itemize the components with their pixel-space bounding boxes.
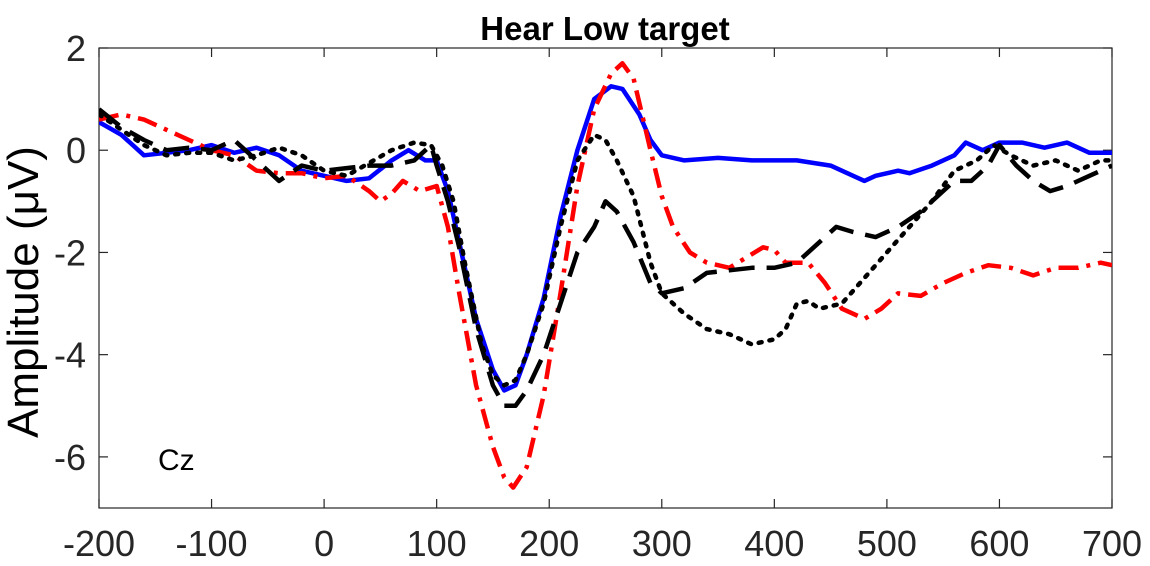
y-tick-label: -2 [54, 232, 86, 273]
series-line-dashdot [99, 61, 1112, 490]
x-tick-label: -100 [176, 523, 248, 564]
x-tick-label: 400 [744, 523, 804, 564]
x-tick-label: 600 [969, 523, 1029, 564]
x-tick-label: 700 [1082, 523, 1142, 564]
x-tick-label: 200 [519, 523, 579, 564]
series-line-solid [99, 84, 1112, 393]
chart-title: Hear Low target [480, 10, 729, 47]
plot-frame [98, 47, 1113, 509]
x-tick-label: 0 [314, 523, 334, 564]
y-tick-label: 2 [66, 28, 86, 69]
y-tick-label: -6 [54, 437, 86, 478]
x-tick-label: 500 [857, 523, 917, 564]
x-tick-label: 300 [632, 523, 692, 564]
x-tick-label: 100 [407, 523, 467, 564]
channel-annotation: Cz [158, 444, 195, 477]
x-tick-label: -200 [63, 523, 135, 564]
y-axis-label: Amplitude (μV) [0, 146, 48, 438]
series-line-dashed [99, 107, 1112, 409]
y-tick-label: 0 [66, 130, 86, 171]
y-tick-label: -4 [54, 335, 86, 376]
series-line-dotted [99, 112, 1112, 388]
